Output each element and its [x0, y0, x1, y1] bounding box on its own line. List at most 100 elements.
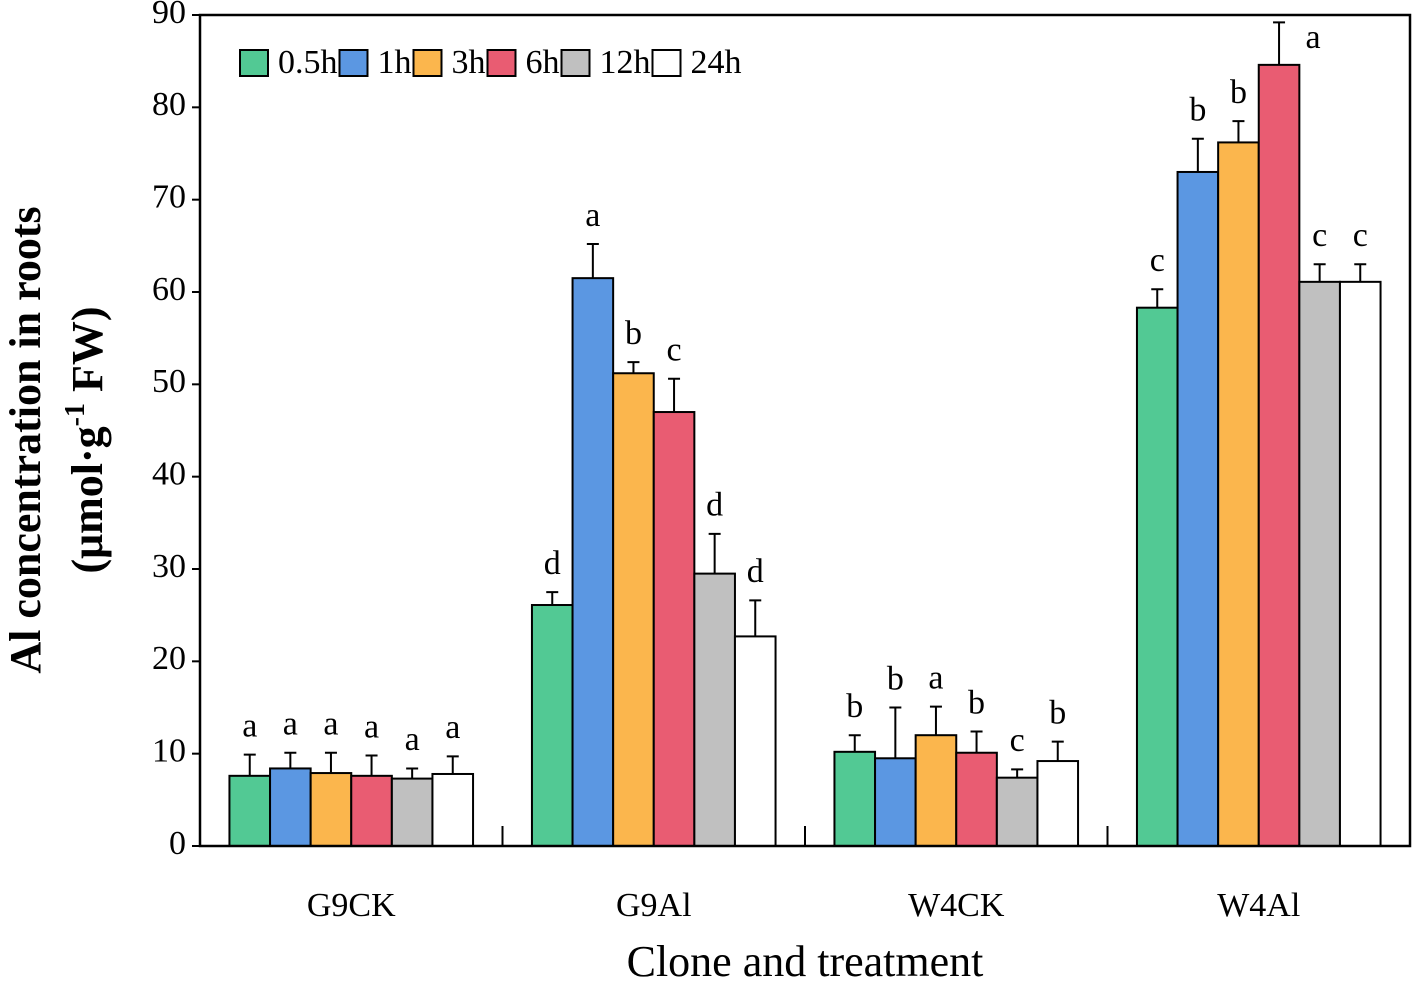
legend-label: 1h — [378, 44, 412, 81]
bar — [612, 372, 655, 847]
significance-label: b — [846, 688, 863, 725]
bar — [1036, 760, 1080, 848]
error-bar — [586, 242, 599, 279]
y-axis-title: Al concentration in roots — [1, 206, 50, 673]
bar — [309, 772, 353, 847]
error-bar — [1232, 120, 1245, 143]
bar — [874, 757, 917, 847]
legend-swatch — [412, 49, 443, 77]
error-bar — [889, 706, 902, 759]
error-bar — [406, 767, 419, 779]
legend-label: 6h — [526, 44, 560, 81]
error-bar — [627, 361, 640, 374]
legend-swatch — [338, 49, 369, 77]
bar — [571, 277, 615, 847]
bar — [914, 734, 958, 848]
significance-label: a — [445, 709, 460, 746]
legend-swatch — [651, 49, 682, 77]
legend-swatch — [239, 49, 269, 77]
significance-label: a — [323, 706, 338, 743]
significance-label: c — [1312, 217, 1327, 254]
bar — [1298, 280, 1341, 847]
legend-swatch — [486, 49, 517, 77]
error-bar — [546, 591, 559, 606]
bar — [1338, 280, 1382, 847]
significance-label: c — [1150, 242, 1165, 279]
bar — [955, 751, 998, 848]
significance-label: b — [968, 684, 985, 721]
significance-label: b — [1049, 694, 1066, 731]
bar — [693, 572, 736, 847]
x-tick-label: W4Al — [1217, 887, 1300, 924]
significance-label: a — [1306, 19, 1321, 56]
error-bar — [1151, 288, 1164, 308]
significance-label: a — [242, 707, 257, 744]
significance-label: b — [887, 660, 904, 697]
bar — [530, 604, 574, 848]
error-bar — [749, 599, 762, 637]
legend-swatch — [560, 49, 591, 77]
bar — [431, 772, 475, 847]
bar — [269, 767, 312, 847]
y-tick-label: 90 — [152, 0, 186, 31]
legend-label: 24h — [691, 44, 742, 81]
significance-label: c — [667, 332, 682, 369]
x-tick-label: G9Al — [616, 887, 692, 924]
plot-frame — [198, 13, 1412, 848]
error-bar — [970, 730, 983, 753]
y-tick-label: 50 — [152, 363, 186, 400]
bar — [733, 635, 777, 847]
bar — [390, 777, 434, 848]
y-tick-label: 80 — [152, 86, 186, 123]
significance-label: c — [1010, 722, 1025, 759]
y-tick-label: 0 — [169, 825, 186, 862]
error-bar — [668, 377, 681, 413]
unit-text: (μmol·g — [63, 426, 112, 573]
bar — [1257, 63, 1301, 848]
error-bar — [324, 751, 337, 774]
error-bar — [1354, 263, 1367, 282]
unit-text: FW) — [63, 306, 112, 403]
x-tick-label: G9CK — [307, 887, 396, 924]
bar — [350, 774, 393, 847]
bar — [1135, 306, 1179, 847]
error-bar — [446, 755, 459, 774]
legend-label: 3h — [452, 44, 486, 81]
error-bar — [1011, 768, 1024, 778]
bar — [652, 411, 696, 847]
error-bar — [1313, 263, 1326, 282]
x-axis-title: Clone and treatment — [627, 937, 984, 986]
error-bar — [708, 532, 721, 574]
y-tick-label: 10 — [152, 732, 186, 769]
significance-label: c — [1353, 217, 1368, 254]
error-bar — [848, 734, 861, 752]
y-tick-label: 40 — [152, 455, 186, 492]
bar — [995, 776, 1039, 848]
error-bar — [1051, 740, 1064, 762]
y-axis-unit: (μmol·g-1 FW) — [60, 306, 112, 573]
error-bar — [365, 754, 378, 776]
y-tick-label: 30 — [152, 548, 186, 585]
legend-label: 0.5h — [278, 44, 338, 81]
y-tick-label: 60 — [152, 271, 186, 308]
significance-label: a — [283, 706, 298, 743]
significance-label: d — [544, 545, 561, 582]
bar — [1217, 141, 1260, 848]
significance-label: b — [625, 315, 642, 352]
bar — [833, 750, 877, 848]
error-bar — [1191, 137, 1204, 172]
bar — [1176, 170, 1220, 847]
significance-label: b — [1230, 74, 1247, 111]
significance-label: a — [928, 659, 943, 696]
significance-label: a — [405, 721, 420, 758]
significance-label: a — [585, 197, 600, 234]
error-bar — [1273, 21, 1286, 65]
significance-label: d — [706, 487, 723, 524]
significance-label: a — [364, 708, 379, 745]
legend-label: 12h — [600, 44, 651, 81]
y-tick-label: 20 — [152, 640, 186, 677]
error-bar — [284, 751, 297, 769]
significance-label: b — [1189, 92, 1206, 129]
y-tick-label: 70 — [152, 178, 186, 215]
